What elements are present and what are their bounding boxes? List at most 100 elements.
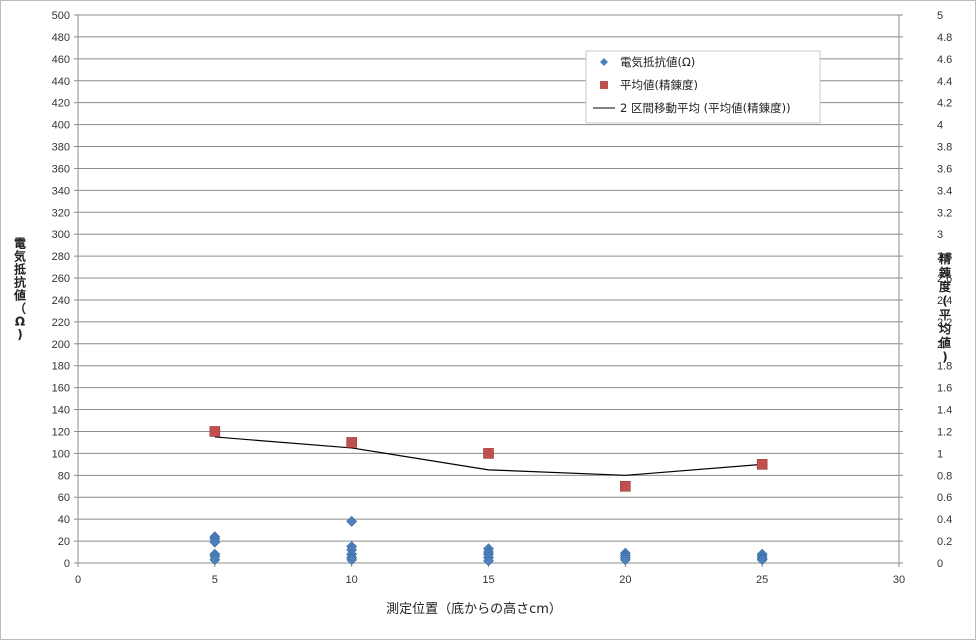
y-left-title-char: （ [14, 301, 26, 316]
y-right-tick-label: 1.2 [937, 426, 952, 438]
moving-average-line [214, 436, 763, 476]
y-right-tick-label: 0.8 [937, 470, 952, 482]
average-point [620, 480, 631, 492]
y-right-tick-label: 4.6 [937, 54, 952, 66]
y-right-tick-label: 3.4 [937, 185, 952, 197]
y-left-tick-label: 180 [52, 361, 70, 373]
left-axis-ticks: 0 20 40 60 80 100 120 140 160 180 200 220 240 260 280 3… [52, 10, 70, 570]
y-left-title-char: 値 [13, 288, 26, 303]
y-right-tick-label: 4.4 [937, 76, 952, 88]
y-right-title-char: 錬 [939, 265, 952, 280]
y-left-tick-label: 160 [52, 383, 70, 395]
y-left-title-char: 気 [14, 249, 26, 264]
legend-label: 電気抵抗値(Ω) [620, 55, 695, 69]
resistance-point [209, 554, 221, 566]
y-right-title-char: 均 [939, 321, 951, 336]
y-left-tick-label: 240 [52, 295, 70, 307]
x-tick-label: 0 [75, 574, 81, 586]
y-left-tick-label: 80 [58, 470, 70, 482]
x-tick-label: 5 [212, 574, 218, 586]
x-tick-label: 10 [346, 574, 358, 586]
resistance-point [346, 515, 358, 527]
y-right-tick-label: 5 [937, 10, 943, 22]
resistance-point [619, 554, 631, 566]
resistance-point [756, 554, 768, 566]
y-right-tick-label: 2 [937, 339, 943, 351]
y-right-title-char: 平 [939, 308, 951, 322]
y-left-tick-label: 0 [64, 558, 70, 570]
legend-swatch-diamond [600, 58, 608, 66]
y-right-tick-label: 4.8 [937, 32, 952, 44]
legend-box [585, 50, 821, 124]
y-right-title-char: ) [942, 350, 947, 364]
y-left-tick-label: 40 [58, 514, 70, 526]
y-left-tick-label: 340 [52, 185, 70, 197]
resistance-point [209, 536, 221, 548]
x-tick-label: 30 [893, 574, 905, 586]
y-axis-title-right: 精錬度(平均値) [938, 251, 952, 364]
right-axis-ticks: 0 0.2 0.4 0.6 0.8 1 1.2 1.4 1.6 1.8 2 2.2 2.4 2.6 2.8 3… [937, 10, 952, 570]
y-right-tick-label: 1.8 [937, 361, 952, 373]
y-right-tick-label: 0.6 [937, 492, 952, 504]
legend-label: 2 区間移動平均 (平均値(精錬度)) [620, 101, 791, 115]
legend-swatch-square [600, 81, 608, 89]
y-right-tick-label: 0.4 [937, 514, 952, 526]
y-right-tick-label: 4.2 [937, 98, 952, 110]
y-left-title-char: Ω [15, 315, 25, 329]
average-point [346, 437, 357, 448]
y-right-title-char: 度 [939, 279, 952, 294]
average-point [756, 459, 768, 470]
average-point [483, 448, 494, 459]
y-left-tick-label: 140 [52, 405, 70, 417]
y-right-title-char: ( [942, 294, 947, 308]
y-right-tick-label: 2.8 [937, 251, 952, 263]
y-left-title-char: 電 [14, 237, 26, 251]
resistance-point [483, 555, 494, 567]
y-right-tick-label: 3.6 [937, 163, 952, 175]
y-left-tick-label: 440 [52, 76, 70, 88]
y-left-tick-label: 300 [52, 229, 70, 241]
y-right-tick-label: 2.4 [937, 295, 952, 307]
y-left-tick-label: 500 [52, 10, 70, 22]
resistance-point [346, 554, 358, 566]
y-right-tick-label: 2.2 [937, 317, 952, 329]
y-left-tick-label: 420 [52, 98, 70, 110]
y-right-tick-label: 3.2 [937, 207, 952, 219]
y-right-tick-label: 4 [937, 120, 943, 132]
y-right-tick-label: 0 [937, 558, 943, 570]
x-tick-label: 20 [619, 574, 631, 586]
y-right-tick-label: 1 [937, 448, 943, 460]
y-left-title-char: ) [17, 328, 22, 342]
y-right-tick-label: 3.8 [937, 142, 952, 154]
y-left-tick-label: 380 [52, 142, 70, 154]
y-left-tick-label: 200 [52, 339, 70, 351]
y-axis-title-left: 電気抵抗値（Ω) [13, 237, 26, 342]
y-left-tick-label: 260 [52, 273, 70, 285]
legend-label: 平均値(精錬度) [620, 78, 698, 92]
average-point [209, 426, 221, 437]
y-left-tick-label: 320 [52, 207, 70, 219]
y-left-tick-label: 360 [52, 163, 70, 175]
y-left-tick-label: 400 [52, 120, 70, 132]
x-tick-label: 25 [756, 574, 768, 586]
y-left-tick-label: 280 [52, 251, 70, 263]
legend: 電気抵抗値(Ω) 平均値(精錬度) 2 区間移動平均 (平均値(精錬度)) [585, 50, 821, 124]
x-axis-title: 測定位置（底からの高さcm） [386, 601, 562, 617]
y-left-tick-label: 220 [52, 317, 70, 329]
y-right-tick-label: 1.4 [937, 405, 952, 417]
y-right-title-char: 値 [938, 335, 951, 350]
y-left-title-char: 抵 [14, 262, 26, 277]
y-right-title-char: 精 [939, 251, 951, 266]
chart-marks [209, 426, 768, 567]
y-left-tick-label: 120 [52, 426, 70, 438]
y-left-tick-label: 460 [52, 54, 70, 66]
y-right-tick-label: 3 [937, 229, 943, 241]
y-left-tick-label: 100 [52, 448, 70, 460]
y-left-title-char: 抗 [14, 275, 26, 290]
x-tick-label: 15 [482, 574, 494, 586]
gridlines [78, 14, 899, 542]
y-left-tick-label: 480 [52, 32, 70, 44]
x-axis-ticks: 0 5 10 15 20 25 30 [75, 574, 905, 586]
y-right-tick-label: 2.6 [937, 273, 952, 285]
